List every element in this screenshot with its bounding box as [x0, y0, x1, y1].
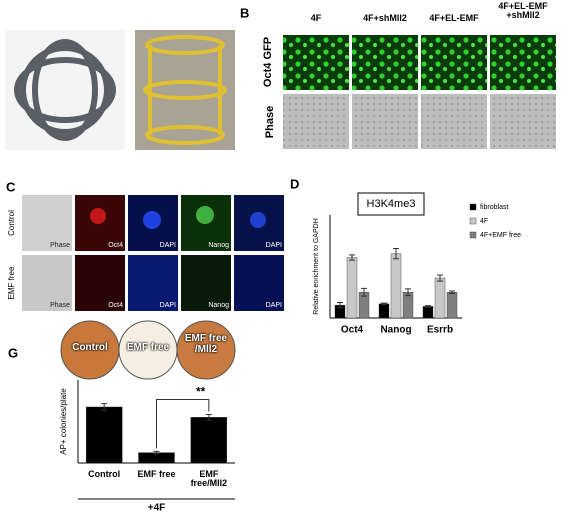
legend-swatch: [469, 203, 477, 211]
error-bar: [337, 302, 343, 309]
bar: [190, 417, 228, 464]
error-bar: [349, 254, 355, 261]
x-tick-label: Oct4: [341, 325, 364, 336]
channel-label: DAPI: [160, 242, 176, 249]
error-bar: [425, 305, 431, 308]
rings: [14, 39, 116, 141]
error-bar: [437, 274, 443, 282]
legend-swatch: [469, 217, 477, 225]
error-bar: [205, 413, 212, 421]
channel-label: Oct4: [108, 302, 123, 309]
dish-label: EMF free /Mll2: [184, 333, 228, 355]
panel-label: D: [290, 176, 299, 191]
legend-label: 4F: [480, 218, 488, 225]
panel-label: C: [6, 179, 16, 194]
cage: [143, 35, 227, 145]
column-label: 4F+EL-EMF +shMll2: [498, 1, 548, 21]
bar: [446, 292, 458, 319]
chart-title: H3K4me3: [367, 198, 416, 210]
error-bar: [393, 247, 399, 260]
x-tick-label: Control: [88, 469, 121, 479]
row-label: Phase: [264, 106, 276, 138]
column-label: 4F+shMll2: [363, 13, 407, 23]
error-bar: [153, 450, 160, 455]
error-bar: [361, 287, 367, 297]
error-bar: [449, 290, 455, 295]
dish-label: Control: [72, 342, 108, 353]
channel-label: Phase: [50, 302, 70, 309]
row-label: EMF free: [7, 266, 16, 299]
bar: [434, 277, 446, 319]
channel-label: Nanog: [208, 302, 229, 309]
channel-label: DAPI: [266, 302, 282, 309]
channel-label: DAPI: [266, 242, 282, 249]
column-label: 4F: [310, 13, 322, 23]
bar: [85, 406, 123, 464]
panel-label: G: [8, 345, 18, 360]
group-label: +4F: [148, 503, 166, 514]
error-bar: [381, 302, 387, 306]
bar: [390, 253, 402, 319]
dish-label: EMF free: [126, 342, 170, 353]
dishes: [60, 320, 236, 380]
x-tick-label: Nanog: [380, 325, 411, 336]
annotation: **: [196, 385, 206, 399]
bar: [402, 292, 414, 319]
error-bar: [405, 288, 411, 297]
legend-label: fibroblast: [480, 204, 508, 211]
legend-label: 4F+EMF free: [480, 232, 521, 239]
channel-label: DAPI: [160, 302, 176, 309]
x-tick-label: EMF free/Mll2: [190, 469, 228, 489]
row-label: Oct4 GFP: [262, 37, 274, 87]
bar: [346, 257, 358, 319]
title-box: [357, 192, 425, 216]
phase-images: [283, 94, 556, 149]
if-images: [22, 195, 284, 311]
channel-label: Phase: [50, 242, 70, 249]
y-axis-label: AP+ colonies/plate: [59, 388, 68, 455]
channel-label: Nanog: [208, 242, 229, 249]
y-axis-label: Relative enrichment to GAPDH: [313, 218, 320, 314]
bar: [378, 303, 390, 319]
column-label: 4F+EL-EMF: [429, 13, 479, 23]
significance-bracket: [156, 398, 210, 449]
x-tick-label: EMF free: [137, 469, 176, 479]
gfp-images: [283, 35, 556, 90]
panel-label: B: [240, 5, 249, 20]
legend-swatch: [469, 231, 477, 239]
row-label: Control: [7, 210, 16, 236]
x-tick-label: Esrrb: [427, 325, 453, 336]
error-bar: [101, 403, 108, 411]
bar: [422, 306, 434, 319]
channel-label: Oct4: [108, 242, 123, 249]
